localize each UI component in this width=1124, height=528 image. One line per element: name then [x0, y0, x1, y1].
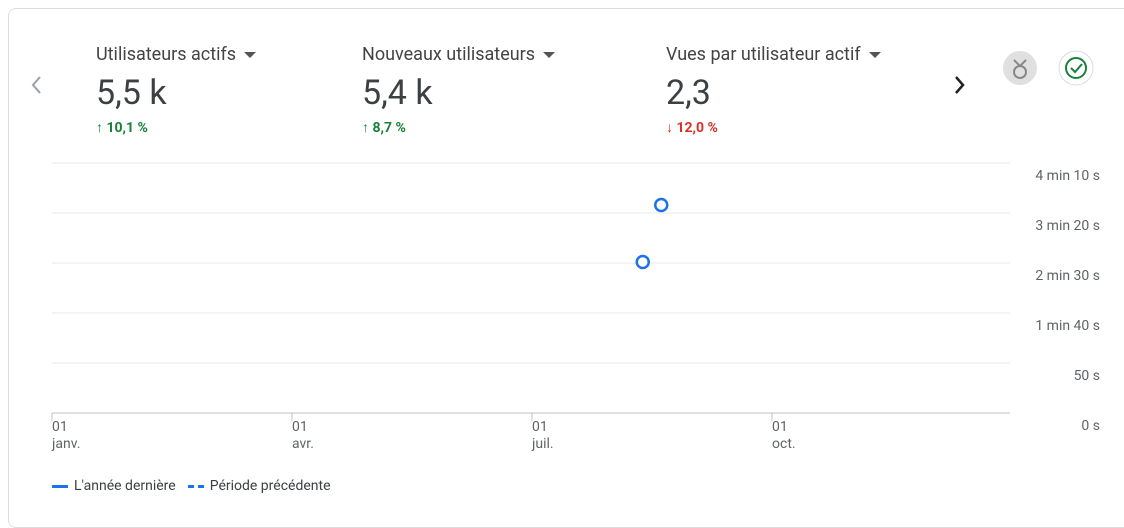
metric-value: 5,4 k — [362, 73, 433, 113]
legend-swatch — [52, 484, 68, 488]
metric-value: 2,3 — [666, 73, 711, 113]
legend-item[interactable]: Période précédente — [187, 478, 331, 494]
change-text: 10,1 % — [106, 120, 148, 136]
chart: 0 s 50 s 1 min 40 s 2 min 30 s 3 min 20 s 4 m… — [31, 50, 1100, 434]
legend-swatch — [187, 484, 204, 488]
page: Utilisateurs actifs 5,5 k ↑ 10,1 % Nouveaux… — [8, 8, 1124, 528]
y-tick-label: 0 s — [1081, 418, 1100, 434]
change-arrow: ↑ — [362, 120, 373, 136]
legend: L'année dernière Période précédente — [52, 478, 337, 494]
check-icon[interactable] — [1058, 50, 1094, 86]
x-tick-label: 01 juil. — [532, 419, 554, 452]
metric-label-text: Nouveaux utilisateurs — [362, 44, 536, 65]
change-arrow: ↓ — [666, 120, 677, 136]
y-tick-label: 4 min 10 s — [1035, 168, 1100, 184]
metric-change: ↑ 10,1 % — [96, 119, 256, 136]
y-tick-label: 1 min 40 s — [1035, 318, 1100, 334]
y-tick-label: 50 s — [1074, 368, 1100, 384]
metric: Nouveaux utilisateurs 5,4 k ↑ 8,7 % — [362, 44, 556, 136]
metric-change: ↑ 8,7 % — [362, 119, 555, 136]
point-marker — [635, 254, 651, 270]
check-ring — [1065, 57, 1087, 79]
metric: Utilisateurs actifs 5,5 k ↑ 10,1 % — [96, 44, 257, 136]
x-tick-label: 01 janv. — [52, 419, 81, 452]
check-mark — [1070, 63, 1083, 74]
x-tick-label: 01 avr. — [292, 419, 314, 452]
badge-icon[interactable] — [1003, 51, 1037, 85]
change-text: 8,7 % — [372, 120, 406, 136]
legend-label: Période précédente — [209, 478, 331, 494]
y-tick-label: 2 min 30 s — [1035, 268, 1100, 284]
metric-label-text: Vues par utilisateur actif — [666, 44, 861, 65]
metric-label[interactable]: Vues par utilisateur actif — [666, 44, 881, 65]
metric-change: ↓ 12,0 % — [666, 119, 881, 136]
metric-label[interactable]: Nouveaux utilisateurs — [362, 44, 556, 65]
x-tick-label: 01 oct. — [772, 419, 796, 452]
change-text: 12,0 % — [676, 120, 718, 136]
dropdown-icon — [244, 52, 257, 59]
metric-value: 5,5 k — [96, 73, 167, 113]
legend-label: L'année dernière — [74, 478, 176, 494]
badge-ribbon — [1013, 59, 1027, 68]
change-arrow: ↑ — [96, 120, 107, 136]
next-arrow[interactable] — [955, 76, 965, 94]
metric-label-text: Utilisateurs actifs — [96, 44, 237, 65]
metric: Vues par utilisateur actif 2,3 ↓ 12,0 % — [666, 44, 881, 136]
point-marker — [653, 197, 669, 213]
metric-label[interactable]: Utilisateurs actifs — [96, 44, 257, 65]
prev-arrow[interactable] — [31, 76, 41, 94]
y-tick-label: 3 min 20 s — [1035, 218, 1100, 234]
legend-item[interactable]: L'année dernière — [52, 478, 176, 494]
dropdown-icon — [868, 52, 881, 59]
dropdown-icon — [543, 52, 556, 59]
